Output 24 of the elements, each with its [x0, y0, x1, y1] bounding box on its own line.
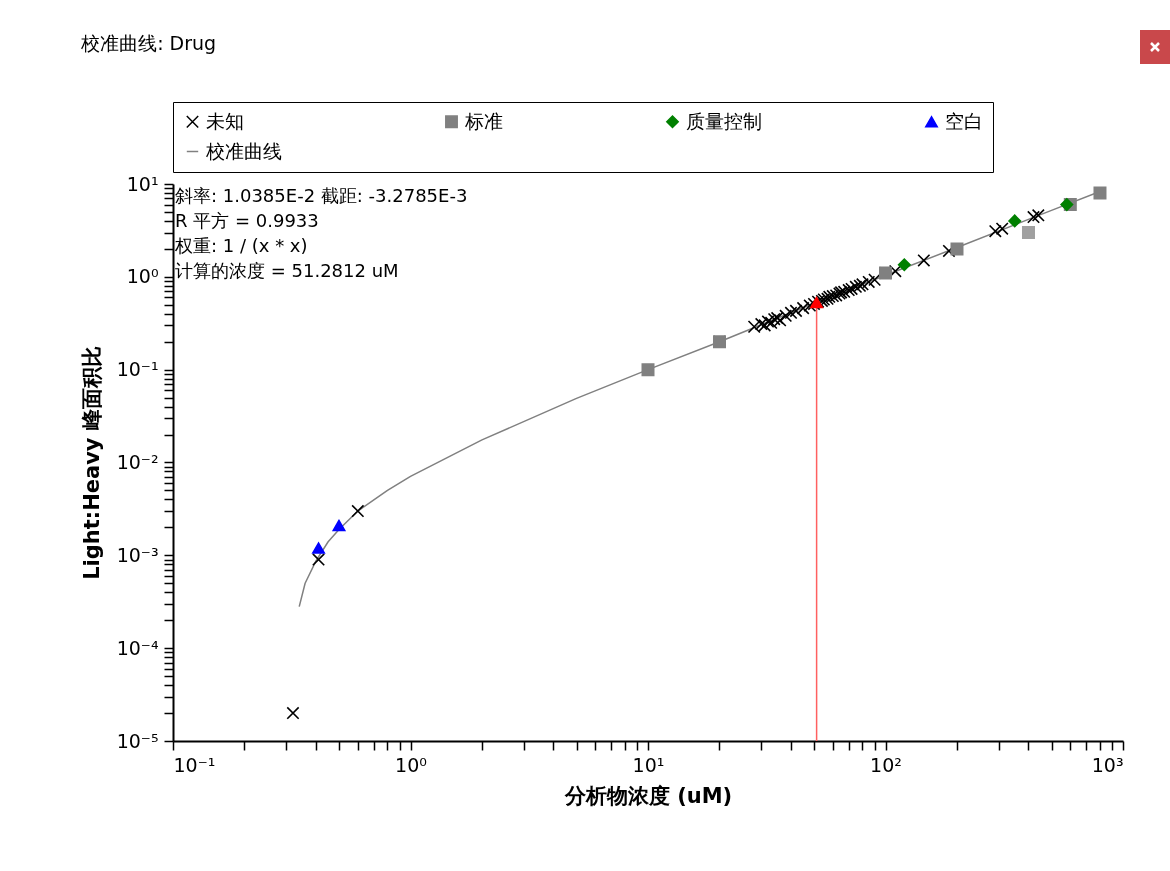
x-tick-label: 10²	[870, 753, 902, 776]
y-tick-label: 10⁻¹	[116, 358, 159, 381]
annotation: R 平方 = 0.9933	[175, 210, 319, 231]
x-tick-label: 10⁰	[395, 753, 427, 776]
y-tick-label: 10⁰	[126, 265, 159, 288]
y-tick-label: 10⁻⁴	[116, 636, 159, 659]
y-tick-label: 10¹	[126, 172, 159, 195]
annotation: 计算的浓度 = 51.2812 uM	[175, 260, 399, 281]
y-tick-label: 10⁻²	[116, 451, 159, 473]
annotation: 权重: 1 / (x * x)	[174, 235, 308, 256]
y-axis-title: Light:Heavy 峰面积比	[79, 346, 104, 580]
x-tick-label: 10⁻¹	[173, 753, 216, 776]
chart-title: 校准曲线: Drug	[80, 31, 217, 54]
x-tick-label: 10¹	[632, 753, 665, 776]
legend-label: 标准	[464, 109, 503, 132]
legend-label: 校准曲线	[205, 139, 282, 162]
x-tick-label: 10³	[1091, 753, 1124, 776]
legend-label: 质量控制	[686, 109, 762, 132]
x-axis-title: 分析物浓度 (uM)	[563, 783, 733, 808]
y-tick-label: 10⁻³	[116, 543, 159, 566]
legend-label: 未知	[206, 109, 244, 132]
annotation: 斜率: 1.0385E-2 截距: -3.2785E-3	[175, 185, 468, 206]
y-tick-label: 10⁻⁵	[116, 729, 159, 752]
legend-label: 空白	[945, 109, 983, 132]
